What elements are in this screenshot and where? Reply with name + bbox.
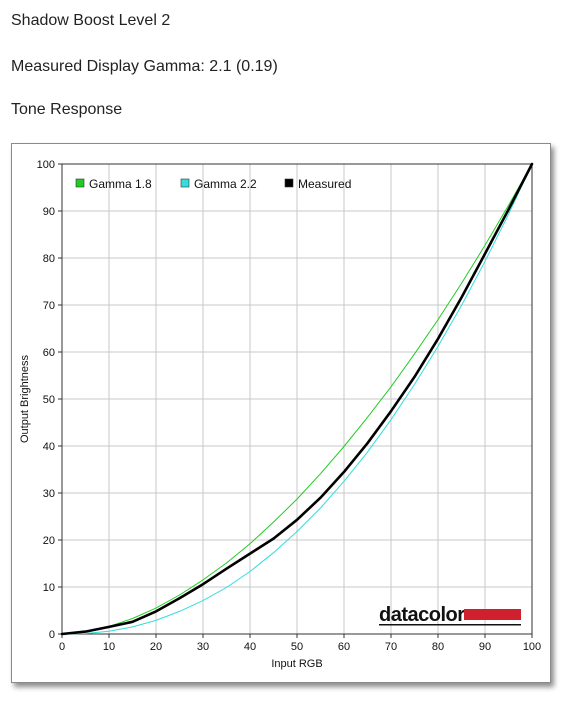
y-tick-label: 10 bbox=[43, 582, 55, 594]
x-tick-label: 0 bbox=[59, 641, 65, 653]
x-tick-label: 70 bbox=[385, 641, 397, 653]
y-tick-label: 0 bbox=[49, 629, 55, 641]
x-tick-label: 90 bbox=[479, 641, 491, 653]
datacolor-logo-bar bbox=[464, 609, 521, 620]
y-axis-title: Output Brightness bbox=[19, 354, 31, 443]
x-tick-label: 20 bbox=[150, 641, 162, 653]
y-tick-label: 70 bbox=[43, 300, 55, 312]
y-tick-label: 20 bbox=[43, 535, 55, 547]
x-tick-label: 40 bbox=[244, 641, 256, 653]
legend-label: Measured bbox=[298, 177, 351, 191]
datacolor-logo-underline bbox=[379, 624, 521, 626]
x-axis-title: Input RGB bbox=[271, 658, 322, 670]
x-tick-label: 50 bbox=[291, 641, 303, 653]
series-line-gamma-1-8 bbox=[61, 163, 533, 635]
x-tick-label: 100 bbox=[523, 641, 541, 653]
y-tick-label: 50 bbox=[43, 394, 55, 406]
legend-label: Gamma 1.8 bbox=[89, 177, 152, 191]
legend: Gamma 1.8 Gamma 2.2 Measured bbox=[75, 177, 351, 191]
y-tick-label: 60 bbox=[43, 347, 55, 359]
page-title: Shadow Boost Level 2 bbox=[11, 12, 171, 29]
plot-border bbox=[61, 163, 533, 635]
legend-label: Gamma 2.2 bbox=[194, 177, 257, 191]
datacolor-logo-text: datacolor bbox=[379, 604, 465, 626]
series-line-measured bbox=[60, 162, 534, 636]
y-tick-label: 80 bbox=[43, 253, 55, 265]
y-tick-label: 100 bbox=[37, 159, 55, 171]
legend-swatch bbox=[75, 178, 85, 188]
y-tick-label: 30 bbox=[43, 488, 55, 500]
axes bbox=[58, 163, 533, 638]
series-line-gamma-2-2 bbox=[61, 163, 533, 635]
chart-canvas: 0 10 20 30 40 50 60 70 80 90 100 0 10 20 30 40 50 60 70 80… bbox=[19, 159, 541, 670]
legend-swatch bbox=[284, 178, 294, 188]
x-tick-labels: 0 10 20 30 40 50 60 70 80 90 100 bbox=[59, 641, 541, 653]
y-tick-label: 40 bbox=[43, 441, 55, 453]
x-tick-label: 10 bbox=[103, 641, 115, 653]
x-tick-label: 30 bbox=[197, 641, 209, 653]
grid-lines bbox=[62, 164, 532, 634]
series-lines bbox=[60, 162, 534, 636]
legend-swatch bbox=[180, 178, 190, 188]
x-tick-label: 60 bbox=[338, 641, 350, 653]
x-tick-label: 80 bbox=[432, 641, 444, 653]
y-tick-label: 90 bbox=[43, 206, 55, 218]
tone-response-chart: 0 10 20 30 40 50 60 70 80 90 100 0 10 20 30 40 50 60 70 80… bbox=[11, 143, 551, 683]
gamma-readout: Measured Display Gamma: 2.1 (0.19) bbox=[11, 58, 278, 75]
section-title: Tone Response bbox=[11, 101, 123, 118]
datacolor-logo: datacolor bbox=[379, 604, 521, 626]
y-tick-labels: 0 10 20 30 40 50 60 70 80 90 100 bbox=[37, 159, 55, 641]
